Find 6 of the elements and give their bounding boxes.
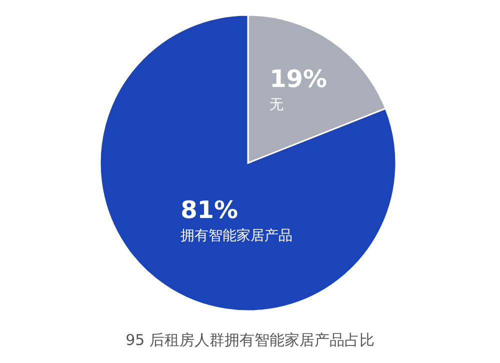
slice-label: 无 <box>270 97 284 114</box>
data-label: 81% <box>180 196 238 224</box>
slice-label: 拥有智能家居产品 <box>180 228 293 244</box>
data-label: 19% <box>270 65 328 94</box>
text: 95 后租房人群拥有智能家居产品占比 <box>126 331 374 349</box>
pie-slice <box>99 14 397 312</box>
